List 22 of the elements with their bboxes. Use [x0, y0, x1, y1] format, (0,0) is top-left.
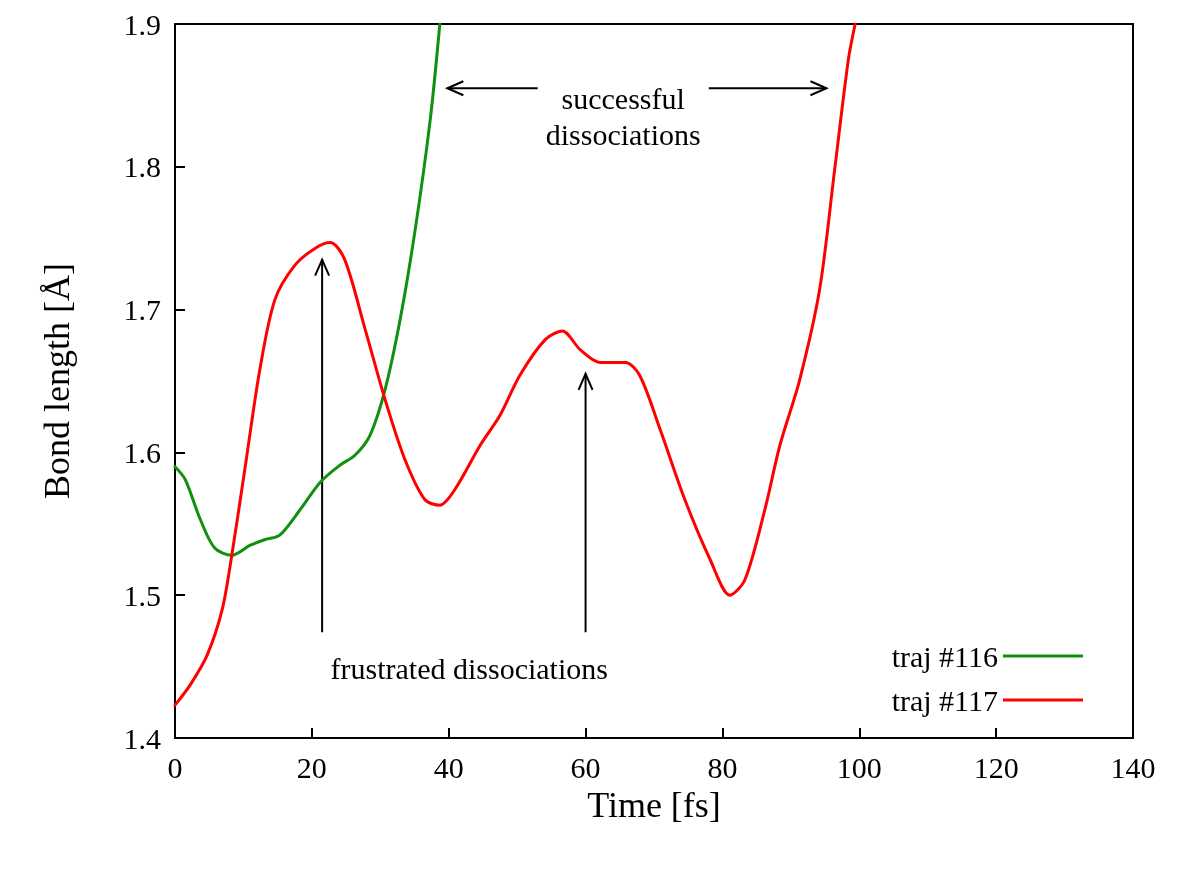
annotation: successful dissociations	[545, 82, 701, 152]
annotation: frustrated dissociations	[330, 651, 608, 685]
legend-label: traj #116	[891, 639, 998, 673]
x-tick-label: 20	[296, 750, 327, 784]
x-axis-title: Time [fs]	[587, 784, 721, 825]
x-tick-label: 40	[433, 750, 464, 784]
x-tick-label: 100	[836, 750, 882, 784]
x-tick-label: 140	[1110, 750, 1156, 784]
y-tick-label: 1.4	[123, 721, 161, 755]
y-tick-label: 1.8	[123, 150, 161, 184]
line-series	[173, 22, 857, 707]
x-tick-label: 60	[570, 750, 601, 784]
line-series	[173, 22, 442, 557]
legend-label: traj #117	[891, 683, 998, 717]
y-axis-title: Bond length [Å]	[37, 263, 77, 499]
y-tick-label: 1.5	[123, 578, 161, 612]
x-tick-label: 120	[973, 750, 1019, 784]
x-tick-label: 80	[707, 750, 738, 784]
y-tick-label: 1.7	[123, 293, 161, 327]
x-tick-label: 0	[167, 750, 183, 784]
y-tick-label: 1.9	[123, 7, 161, 41]
y-tick-label: 1.6	[123, 435, 161, 469]
